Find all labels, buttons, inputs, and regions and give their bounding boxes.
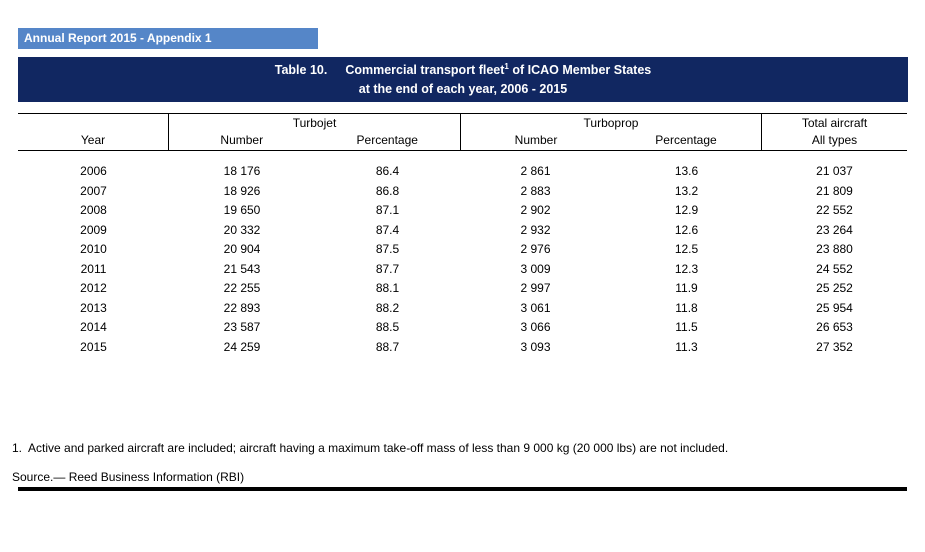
table-cell: 3 093 — [520, 339, 551, 354]
table-cell: 11.8 — [675, 300, 698, 315]
table-cell: 23 264 — [816, 222, 853, 237]
table-cell: 88.1 — [375, 281, 400, 295]
table-cell: 3 061 — [520, 300, 551, 315]
table-cell: 11.3 — [675, 339, 698, 354]
table-row: 2007 18 926 86.8 2 883 13.2 21 809 — [18, 182, 907, 202]
table-cell: 22 893 — [223, 300, 261, 315]
table-cell: 13.6 — [674, 164, 699, 178]
table-title-line2: at the end of each year, 2006 - 2015 — [358, 81, 568, 96]
table-cell: 12.6 — [674, 222, 699, 237]
table-cell: 88.5 — [375, 320, 400, 334]
table-cell: 88.7 — [375, 339, 400, 354]
table-cell: 2 932 — [520, 222, 551, 237]
table-cell: 12.5 — [674, 242, 699, 256]
table-cell: 12.9 — [674, 203, 699, 217]
table-cell: 24 552 — [816, 261, 853, 276]
table-cell: 87.1 — [375, 203, 400, 217]
table-cell: 19 650 — [223, 203, 261, 217]
table-row: 2012 22 255 88.1 2 997 11.9 25 252 — [18, 279, 907, 299]
footnote-1: 1. Active and parked aircraft are includ… — [12, 441, 729, 455]
table-cell: 88.2 — [375, 300, 400, 315]
table-row: 2014 23 587 88.5 3 066 11.5 26 653 — [18, 318, 907, 338]
table-cell: 18 926 — [223, 183, 261, 198]
table-cell: 2011 — [80, 261, 107, 276]
table-title-bar: Table 10. Commercial transport fleet1 of … — [18, 57, 908, 102]
table-cell: 11.5 — [675, 320, 698, 334]
table-cell: 2006 — [80, 164, 107, 178]
header-col-year: Year — [18, 114, 169, 150]
header-turbojet-percentage-label: Percentage — [356, 133, 418, 147]
table-cell: 25 252 — [816, 281, 853, 295]
header-year-label: Year — [80, 133, 106, 147]
table-title-text: Commercial transport fleet — [345, 62, 505, 77]
table-cell: 21 809 — [816, 183, 853, 198]
table-row: 2013 22 893 88.2 3 061 11.8 25 954 — [18, 299, 907, 319]
table-row: 2008 19 650 87.1 2 902 12.9 22 552 — [18, 201, 907, 221]
table-cell: 20 904 — [223, 242, 261, 256]
appendix-header-bar: Annual Report 2015 - Appendix 1 — [18, 28, 318, 49]
table-cell: 2014 — [80, 320, 107, 334]
table-row: 2006 18 176 86.4 2 861 13.6 21 037 — [18, 162, 907, 182]
header-group-turbojet: Turbojet Number Percentage — [169, 114, 460, 150]
table-cell: 2008 — [80, 203, 107, 217]
table-cell: 23 587 — [223, 320, 261, 334]
table-cell: 2 883 — [520, 183, 551, 198]
table-body: 2006 18 176 86.4 2 861 13.6 21 037 2007 18 926 8… — [18, 162, 907, 357]
table-cell: 24 259 — [223, 339, 261, 354]
bottom-rule — [18, 487, 907, 491]
table-cell: 86.4 — [375, 164, 400, 178]
table-cell: 2010 — [80, 242, 107, 256]
table-row: 2015 24 259 88.7 3 093 11.3 27 352 — [18, 338, 907, 358]
header-all-types-label: All types — [811, 133, 858, 147]
table-cell: 2015 — [80, 339, 107, 354]
table-cell: 18 176 — [223, 164, 261, 178]
table-cell: 3 066 — [520, 320, 551, 334]
table-cell: 2 902 — [520, 203, 551, 217]
table-cell: 21 037 — [816, 164, 853, 178]
header-turboprop-label: Turboprop — [583, 116, 639, 130]
header-turbojet-number-label: Number — [220, 133, 264, 147]
header-total-aircraft-label: Total aircraft — [801, 116, 868, 130]
table-cell: 22 255 — [223, 281, 261, 295]
table-cell: 27 352 — [816, 339, 853, 354]
table-cell: 2007 — [80, 183, 107, 198]
header-turboprop-number-label: Number — [514, 133, 558, 147]
table-header: Year Turbojet Number Percentage Turbopro… — [18, 113, 907, 151]
table-row: 2010 20 904 87.5 2 976 12.5 23 880 — [18, 240, 907, 260]
table-cell: 13.2 — [674, 183, 699, 198]
table-cell: 2 976 — [520, 242, 551, 256]
table-cell: 3 009 — [520, 261, 551, 276]
table-cell: 25 954 — [816, 300, 853, 315]
table-cell: 86.8 — [375, 183, 400, 198]
table-cell: 23 880 — [816, 242, 853, 256]
table-cell: 87.5 — [375, 242, 400, 256]
table-cell: 21 543 — [223, 261, 261, 276]
table-cell: 2012 — [80, 281, 107, 295]
source-line: Source.— Reed Business Information (RBI) — [12, 470, 245, 484]
header-turboprop-subrow: Number Percentage — [461, 132, 761, 150]
table-cell: 22 552 — [816, 203, 853, 217]
table-cell: 12.3 — [674, 261, 699, 276]
header-group-turboprop: Turboprop Number Percentage — [460, 114, 762, 150]
header-col-total: Total aircraft All types — [762, 114, 907, 150]
footnote-reference: 1 — [504, 61, 509, 71]
table-cell: 26 653 — [816, 320, 853, 334]
table-cell: 20 332 — [223, 222, 261, 237]
table-cell: 2013 — [80, 300, 107, 315]
table-cell: 11.9 — [675, 281, 698, 295]
table-number-label: Table 10. — [274, 62, 328, 77]
header-turbojet-subrow: Number Percentage — [169, 132, 460, 150]
table-title-text-cont: of ICAO Member States — [508, 62, 652, 77]
table-row: 2011 21 543 87.7 3 009 12.3 24 552 — [18, 260, 907, 280]
table-cell: 87.7 — [375, 261, 400, 276]
table-cell: 2009 — [80, 222, 107, 237]
table-row: 2009 20 332 87.4 2 932 12.6 23 264 — [18, 221, 907, 241]
table-title-line1: Table 10. Commercial transport fleet1 of … — [275, 61, 652, 80]
header-turbojet-label: Turbojet — [292, 116, 337, 130]
table-cell: 2 997 — [520, 281, 551, 295]
table-cell: 2 861 — [520, 164, 551, 178]
table-cell: 87.4 — [375, 222, 400, 237]
header-turboprop-percentage-label: Percentage — [655, 133, 717, 147]
